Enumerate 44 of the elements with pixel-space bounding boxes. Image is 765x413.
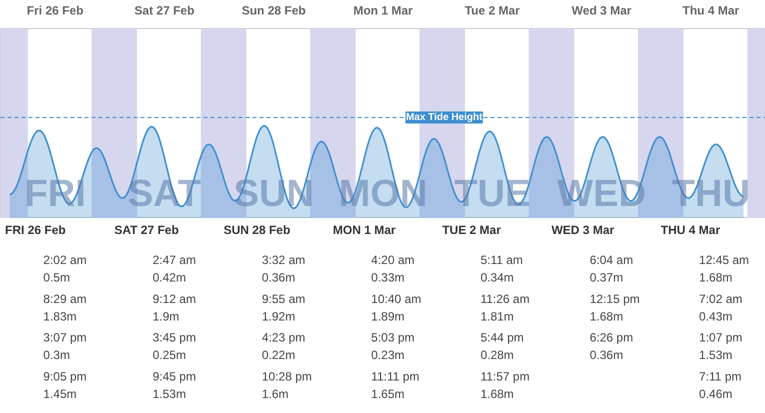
text: THU 4 Mar (660, 223, 720, 238)
text: WED 3 Mar (551, 223, 614, 238)
text: SUN 28 Feb (224, 223, 290, 238)
x-tick-label: Thu 4 Mar (682, 4, 740, 18)
text: 1:07 pm 1.53m (699, 330, 742, 362)
text: 5:11 am 0.34m (480, 253, 523, 285)
text: SAT 27 Feb (114, 223, 179, 238)
text: 4:23 pm 0.22m (262, 330, 306, 362)
text: 7:11 pm 0.46m (699, 369, 742, 401)
text: 9:45 pm 1.53m (152, 369, 196, 401)
x-tick-label: Wed 3 Mar (572, 4, 632, 18)
text: 11:11 pm 1.65m (371, 369, 420, 401)
text: 5:03 pm 0.23m (371, 330, 415, 362)
text: 11:26 am 1.81m (480, 292, 530, 324)
text: 2:02 am 0.5m (43, 253, 87, 285)
text: 10:40 am 1.89m (371, 292, 422, 324)
text: FRI 26 Feb (5, 223, 66, 238)
x-tick-label: Tue 2 Mar (464, 4, 520, 18)
text: 10:28 pm 1.6m (262, 369, 312, 401)
text: 8:29 am 1.83m (43, 292, 87, 324)
x-tick-label: Sun 28 Feb (242, 4, 306, 18)
text: 7:02 am 0.43m (699, 292, 742, 324)
annotation: WED (557, 172, 646, 215)
text: TUE 2 Mar (442, 223, 502, 238)
text: 3:32 am 0.36m (262, 253, 306, 285)
text: 9:12 am 1.9m (152, 292, 196, 324)
text: 9:55 am 1.92m (262, 292, 306, 324)
x-tick-label: Fri 26 Feb (26, 4, 84, 18)
text: 3:07 pm 0.3m (43, 330, 87, 362)
text: 3:45 pm 0.25m (152, 330, 196, 362)
text: 9:05 pm 1.45m (43, 369, 87, 401)
text: 4:20 am 0.33m (371, 253, 415, 285)
text: 12:45 am 1.68m (699, 253, 750, 285)
text: 12:15 pm 1.68m (590, 292, 640, 324)
text: 6:04 am 0.37m (590, 253, 634, 285)
text: 11:57 pm 1.68m (480, 369, 530, 401)
ref-line-label: Max Tide Height (406, 112, 484, 123)
text: 5:44 pm 0.28m (480, 330, 524, 362)
x-tick-label: Sat 27 Feb (134, 4, 194, 18)
x-tick-label: Mon 1 Mar (353, 4, 413, 18)
text: MON 1 Mar (332, 223, 396, 238)
text: 6:26 pm 0.36m (590, 330, 634, 362)
annotation: THU (672, 172, 750, 215)
text: 2:47 am 0.42m (152, 253, 196, 285)
